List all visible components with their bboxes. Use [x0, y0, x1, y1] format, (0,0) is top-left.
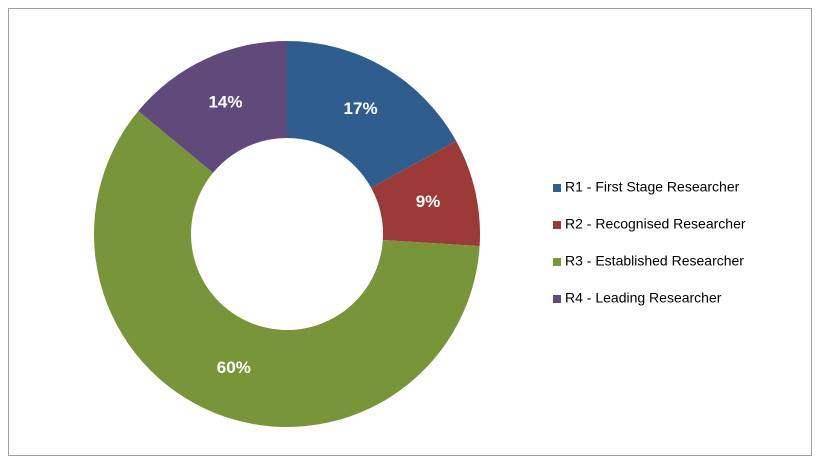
data-label: 14%	[208, 93, 242, 112]
legend-label: R1 - First Stage Researcher	[565, 179, 740, 195]
legend-swatch	[553, 295, 561, 303]
legend-swatch	[553, 258, 561, 266]
legend-swatch	[553, 221, 561, 229]
data-label: 9%	[416, 192, 441, 211]
legend-label: R4 - Leading Researcher	[565, 290, 722, 306]
donut-segment	[93, 110, 480, 427]
legend-label: R2 - Recognised Researcher	[565, 216, 746, 232]
legend-label: R3 - Established Researcher	[565, 253, 744, 269]
legend-swatch	[553, 184, 561, 192]
donut-segment	[371, 141, 481, 247]
donut-segment	[138, 41, 287, 173]
data-label: 60%	[217, 358, 251, 377]
data-label: 17%	[344, 99, 378, 118]
donut-segment	[287, 41, 457, 188]
